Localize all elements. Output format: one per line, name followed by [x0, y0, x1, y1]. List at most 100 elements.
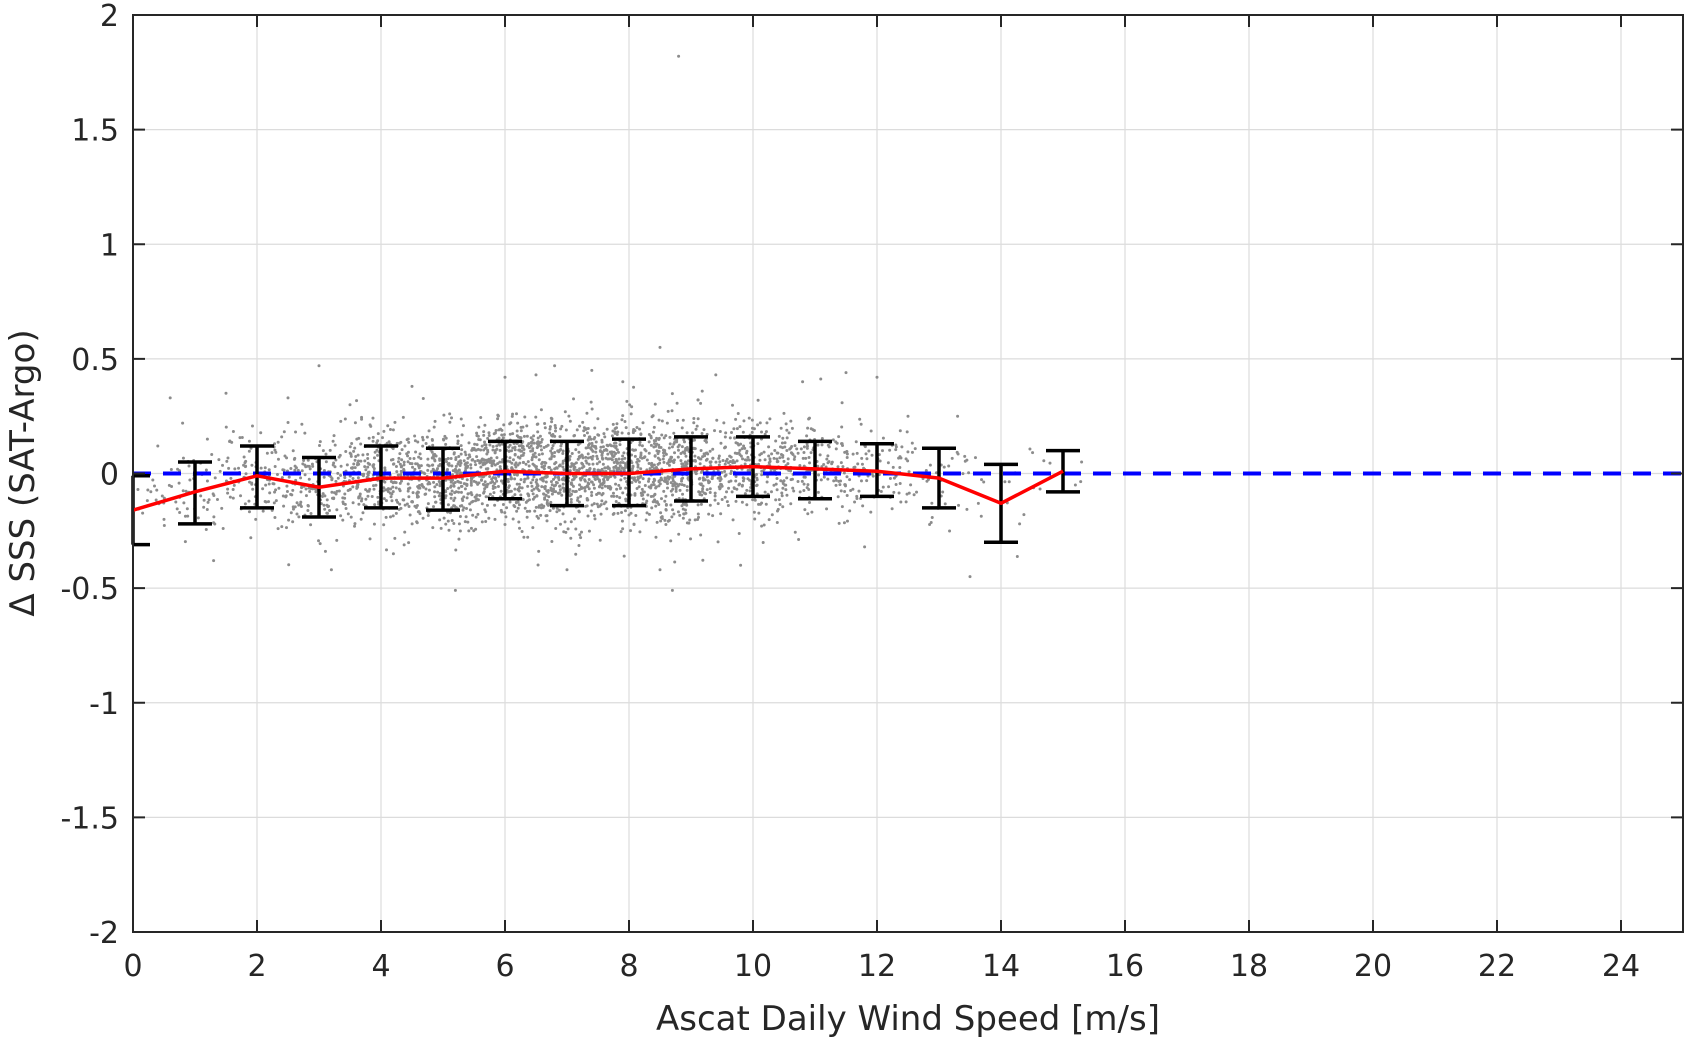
scatter-point [802, 475, 806, 479]
scatter-point [807, 487, 811, 491]
scatter-point [604, 447, 608, 451]
scatter-point [553, 424, 557, 428]
scatter-point [781, 486, 785, 490]
scatter-point [585, 461, 589, 465]
scatter-point [610, 452, 614, 456]
scatter-point [523, 506, 527, 510]
scatter-point [506, 480, 510, 484]
scatter-point [406, 450, 410, 454]
scatter-point [540, 462, 544, 466]
scatter-point [493, 451, 497, 455]
scatter-point [393, 536, 397, 540]
scatter-point [376, 432, 380, 436]
scatter-point [819, 478, 823, 482]
scatter-point [521, 460, 525, 464]
scatter-point [742, 444, 746, 448]
scatter-point [578, 533, 582, 537]
scatter-point [559, 444, 563, 448]
scatter-point [870, 453, 874, 457]
scatter-point [575, 428, 579, 432]
scatter-point [630, 405, 634, 409]
scatter-point [503, 375, 507, 379]
scatter-point [175, 507, 179, 511]
scatter-point [892, 476, 896, 480]
scatter-point [465, 478, 469, 482]
scatter-point [549, 468, 553, 472]
scatter-point [791, 486, 795, 490]
scatter-point [519, 454, 523, 458]
scatter-point [399, 506, 403, 510]
scatter-point [669, 539, 673, 543]
scatter-point [539, 448, 543, 452]
scatter-point [558, 484, 562, 488]
scatter-point [548, 465, 552, 469]
scatter-point [845, 452, 849, 456]
scatter-point [670, 445, 674, 449]
scatter-point [965, 507, 969, 511]
scatter-point [268, 491, 272, 495]
scatter-point [750, 430, 754, 434]
scatter-point [480, 520, 484, 524]
scatter-point [635, 426, 639, 430]
scatter-point [633, 448, 637, 452]
scatter-point [656, 452, 660, 456]
scatter-point [762, 523, 766, 527]
scatter-point [469, 466, 473, 470]
scatter-point [458, 463, 462, 467]
x-tick-label: 0 [123, 949, 142, 984]
scatter-point [615, 426, 619, 430]
scatter-point [647, 462, 651, 466]
scatter-point [723, 446, 727, 450]
scatter-point [710, 477, 714, 481]
y-tick-label: 2 [100, 0, 119, 34]
scatter-point [632, 522, 636, 526]
scatter-point [429, 470, 433, 474]
scatter-point [207, 498, 211, 502]
scatter-point [247, 439, 251, 443]
scatter-point [594, 440, 598, 444]
scatter-point [769, 490, 773, 494]
scatter-point [336, 471, 340, 475]
scatter-point [403, 503, 407, 507]
scatter-point [629, 511, 633, 515]
scatter-point [519, 425, 523, 429]
scatter-point [611, 491, 615, 495]
scatter-point [778, 502, 782, 506]
scatter-point [485, 458, 489, 462]
scatter-point [590, 503, 594, 507]
scatter-point [700, 431, 704, 435]
scatter-point [659, 519, 663, 523]
scatter-point [780, 494, 784, 498]
scatter-point [629, 529, 633, 533]
scatter-point [664, 494, 668, 498]
scatter-point [786, 457, 790, 461]
scatter-point [652, 439, 656, 443]
scatter-point [600, 450, 604, 454]
scatter-point [840, 442, 844, 446]
scatter-point [534, 480, 538, 484]
scatter-point [671, 476, 675, 480]
scatter-point [536, 563, 540, 567]
scatter-point [447, 463, 451, 467]
scatter-point [408, 513, 412, 517]
scatter-point [548, 427, 552, 431]
scatter-point [398, 462, 402, 466]
scatter-point [273, 465, 277, 469]
scatter-point [491, 484, 495, 488]
scatter-point [398, 481, 402, 485]
scatter-point [572, 434, 576, 438]
scatter-point [593, 477, 597, 481]
scatter-point [369, 424, 373, 428]
scatter-point [638, 440, 642, 444]
scatter-point [227, 466, 231, 470]
scatter-point [519, 493, 523, 497]
scatter-point [351, 501, 355, 505]
scatter-point [231, 429, 235, 433]
scatter-point [169, 467, 173, 471]
scatter-point [399, 469, 403, 473]
scatter-point [898, 429, 902, 433]
scatter-point [719, 441, 723, 445]
scatter-point [484, 446, 488, 450]
scatter-point [614, 451, 618, 455]
scatter-point [456, 470, 460, 474]
